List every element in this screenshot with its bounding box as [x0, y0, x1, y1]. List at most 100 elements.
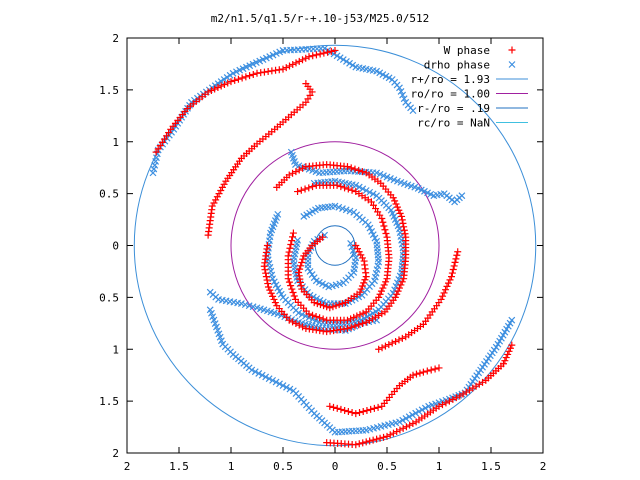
w-phase-point — [381, 226, 389, 234]
w-phase-point — [305, 53, 313, 61]
w-phase-point — [343, 325, 351, 332]
w-phase-point — [316, 301, 324, 309]
w-phase-point — [309, 311, 317, 319]
w-phase-point — [288, 285, 296, 293]
drho-phase-point — [255, 370, 263, 377]
w-phase-point — [238, 74, 246, 82]
w-phase-point — [453, 251, 461, 259]
w-phase-point — [442, 399, 450, 407]
w-phase-point — [438, 401, 446, 409]
drho-phase-point — [262, 373, 270, 381]
w-phase-point — [351, 165, 359, 173]
w-phase-point — [375, 311, 383, 319]
w-phase-point — [393, 428, 401, 436]
w-phase-point — [269, 292, 277, 300]
drho-phase-point — [335, 203, 343, 211]
drho-phase-point — [346, 207, 354, 215]
drho-phase-point — [266, 53, 274, 60]
drho-phase-point — [390, 176, 398, 184]
w-phase-point — [398, 334, 406, 342]
w-phase-point — [332, 302, 340, 310]
drho-phase-point — [383, 173, 391, 181]
w-phase-point — [442, 286, 450, 294]
w-phase-point — [289, 289, 297, 297]
w-phase-point — [402, 233, 410, 241]
drho-phase-point — [346, 59, 353, 67]
w-phase-point — [380, 281, 388, 289]
drho-phase-point — [421, 404, 429, 412]
y-tick-label: 1 — [112, 343, 119, 356]
w-phase-point — [358, 254, 366, 262]
w-phase-point — [378, 310, 386, 318]
drho-phase-point — [252, 59, 260, 67]
w-phase-point — [286, 62, 293, 70]
w-phase-point — [355, 321, 363, 329]
w-phase-point — [326, 304, 334, 312]
drho-phase-point — [251, 368, 259, 376]
w-phase-point — [499, 360, 507, 368]
w-phase-point — [299, 164, 307, 172]
w-phase-point — [299, 56, 306, 64]
w-phase-point — [246, 72, 254, 80]
w-phase-point — [352, 410, 360, 418]
drho-phase-point — [508, 316, 516, 324]
drho-phase-point — [400, 95, 408, 103]
drho-phase-point — [312, 317, 320, 325]
w-phase-point — [504, 350, 512, 358]
drho-phase-point — [246, 62, 254, 70]
w-phase-point — [347, 323, 355, 331]
w-phase-point — [295, 321, 303, 329]
drho-phase-point — [399, 416, 407, 424]
w-phase-point — [242, 73, 250, 81]
drho-phase-point — [223, 74, 231, 81]
y-tick-label: 2 — [112, 32, 119, 45]
w-phase-point — [370, 404, 378, 412]
w-phase-point — [220, 81, 228, 89]
drho-phase-point — [300, 213, 308, 220]
drho-phase-point — [366, 188, 374, 196]
w-phase-point — [376, 290, 384, 298]
w-phase-point — [383, 233, 391, 241]
w-phase-point — [273, 183, 281, 191]
w-phase-point — [358, 320, 366, 328]
drho-phase-point — [241, 301, 249, 309]
w-phase-point — [217, 187, 225, 195]
w-phase-point — [261, 266, 269, 274]
w-phase-point — [351, 322, 359, 330]
drho-phase-point — [349, 61, 357, 69]
w-phase-point — [505, 347, 513, 355]
w-phase-point — [347, 315, 355, 323]
drho-phase-point — [405, 413, 413, 421]
w-phase-point — [264, 280, 272, 288]
w-phase-point — [448, 269, 456, 277]
drho-phase-point — [283, 383, 290, 391]
w-phase-point — [356, 409, 364, 417]
w-phase-point — [312, 51, 320, 59]
chart-title: m2/n1.5/q1.5/r-+.10-j53/M25.0/512 — [211, 12, 430, 25]
y-tick-label: 1.5 — [99, 395, 119, 408]
w-phase-point — [373, 435, 381, 443]
drho-phase-point — [276, 48, 284, 56]
w-phase-point — [338, 300, 346, 308]
w-phase-point — [399, 219, 407, 227]
w-phase-point — [305, 310, 313, 318]
drho-phase-point — [272, 50, 280, 57]
w-phase-point — [386, 431, 394, 439]
w-phase-point — [409, 419, 417, 427]
w-phase-point — [361, 276, 369, 284]
w-phase-point — [399, 424, 407, 432]
w-phase-point — [285, 248, 293, 256]
plot-area — [133, 44, 537, 449]
drho-phase-point — [339, 56, 347, 64]
drho-phase-point — [359, 185, 367, 193]
w-phase-point — [369, 436, 377, 444]
w-phase-point — [295, 272, 303, 280]
x-tick-label: 0.5 — [273, 460, 293, 473]
drho-phase-point — [409, 107, 417, 115]
x-tick-label: 1 — [436, 460, 443, 473]
w-phase-point — [285, 278, 293, 286]
w-phase-point — [362, 318, 370, 326]
w-phase-point — [312, 181, 320, 189]
w-phase-point — [446, 276, 454, 284]
